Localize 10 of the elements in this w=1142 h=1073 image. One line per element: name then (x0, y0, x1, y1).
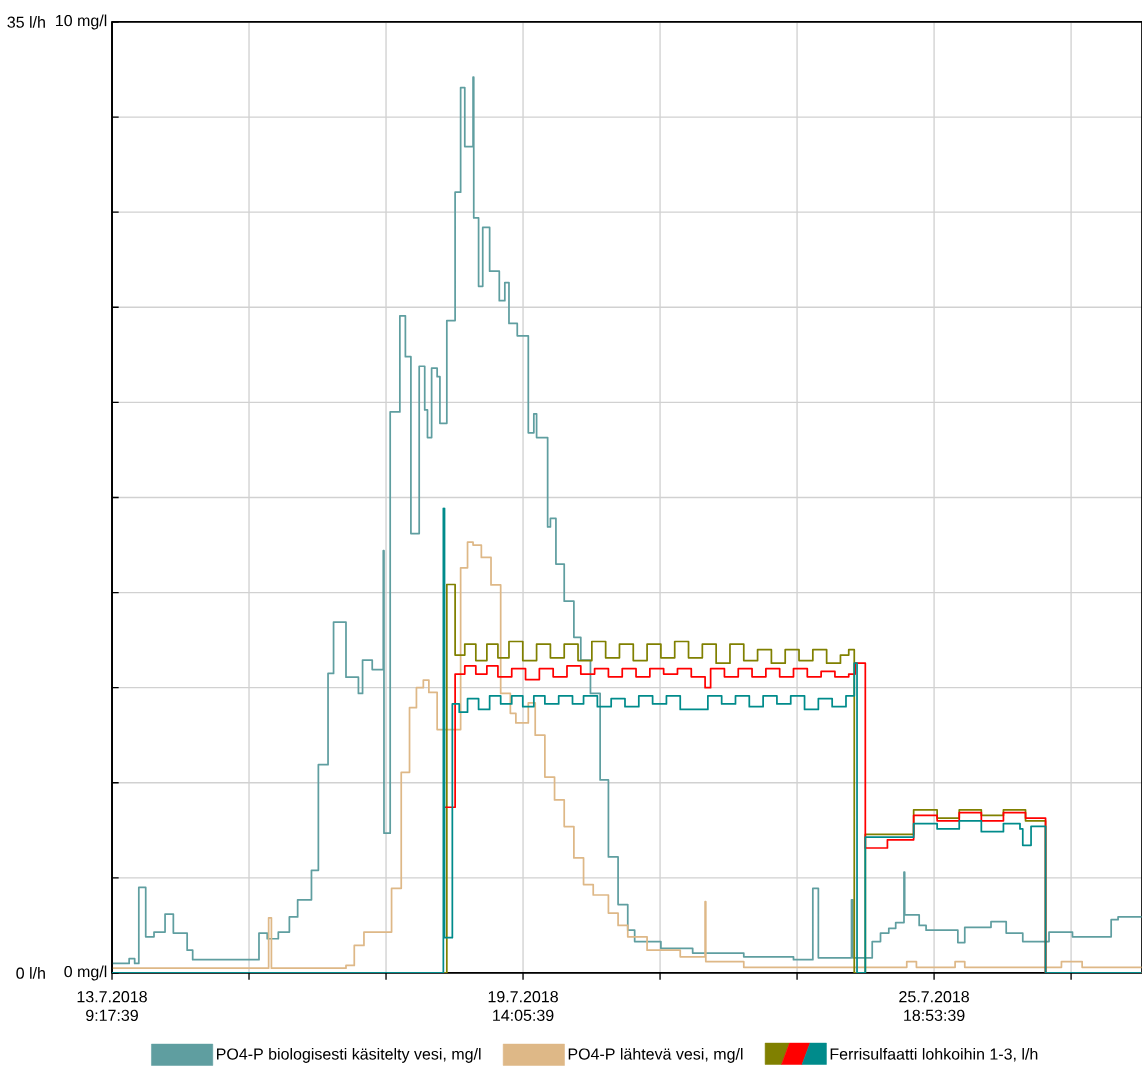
y-tick-label: 0 mg/l (64, 965, 107, 981)
x-tick-label: 13.7.2018 9:17:39 (77, 991, 147, 1022)
legend-label: PO4-P lähtevä vesi, mg/l (568, 1047, 743, 1063)
y-tick-label: 10 mg/l (56, 14, 107, 30)
y2-tick-label: 0 l/h (16, 967, 45, 979)
x-tick-label: 25.7.2018 18:53:39 (899, 991, 969, 1022)
legend-label: Ferrisulfaatti lohkoihin 1-3, l/h (830, 1047, 1038, 1062)
legend-label: PO4-P biologisesti käsitelty vesi, mg/l (217, 1047, 481, 1063)
x-tick-label: 19.7.2018 14:05:39 (488, 991, 558, 1022)
y2-tick-label: 35 l/h (7, 16, 45, 28)
